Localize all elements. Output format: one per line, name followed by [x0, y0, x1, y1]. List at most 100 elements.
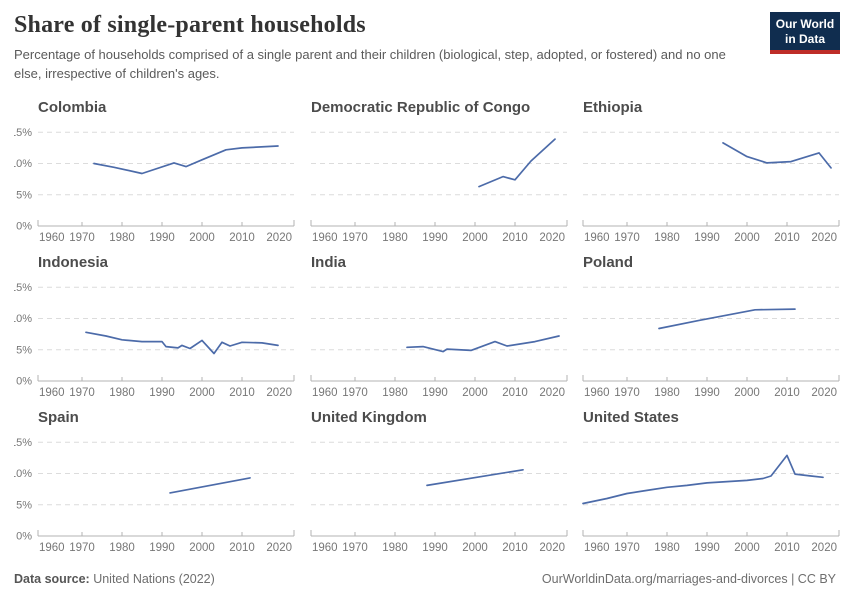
x-tick-label: 1990: [694, 387, 720, 399]
y-tick-label: 15%: [14, 281, 32, 293]
x-tick-label: 1990: [422, 387, 448, 399]
owid-logo-line2: in Data: [784, 31, 825, 46]
x-tick-label: 1970: [69, 542, 95, 554]
chart-cell: Spain 0% 5% 10% 15% 1960 1970 1980 1990 2000 2010 2…: [14, 408, 296, 555]
footer: Data source: United Nations (2022) OurWo…: [14, 572, 836, 586]
x-tick-label: 1980: [654, 387, 680, 399]
y-tick-label: 5%: [16, 499, 32, 511]
x-tick-label: 1960: [312, 542, 338, 554]
y-tick-label: 0%: [16, 375, 32, 387]
line-chart: 1960 1970 1980 1990 2000 2010 2020: [310, 441, 568, 554]
x-tick-label: 2010: [774, 542, 800, 554]
x-tick-label: 2000: [462, 232, 488, 244]
chart-title: Democratic Republic of Congo: [311, 98, 531, 116]
x-tick-label: 2000: [189, 232, 215, 244]
x-tick-label: 2010: [502, 542, 528, 554]
data-source-label: Data source:: [14, 572, 90, 586]
x-tick-label: 1970: [342, 387, 368, 399]
x-tick-label: 2020: [811, 232, 837, 244]
owid-logo-line1: Our World: [775, 17, 835, 31]
x-tick-label: 2010: [229, 387, 255, 399]
y-tick-label: 0%: [16, 220, 32, 232]
x-tick-label: 1990: [694, 542, 720, 554]
chart-title: Indonesia: [38, 253, 109, 271]
chart-title: India: [311, 253, 347, 271]
x-tick-label: 1970: [69, 387, 95, 399]
chart-subtitle: Percentage of households comprised of a …: [14, 47, 726, 81]
chart-cell: Democratic Republic of Congo 1960 1970 1980…: [310, 98, 568, 245]
x-tick-label: 1990: [149, 232, 175, 244]
data-line: [169, 476, 251, 494]
y-tick-label: 5%: [16, 344, 32, 356]
chart-cell: Ethiopia 1960 1970 1980 1990 2000 2010 2020: [582, 98, 840, 245]
y-tick-label: 10%: [14, 468, 32, 480]
data-line: [582, 454, 824, 505]
x-tick-label: 1960: [584, 387, 610, 399]
x-tick-label: 1990: [149, 542, 175, 554]
x-tick-label: 1980: [109, 232, 135, 244]
x-tick-label: 1980: [382, 232, 408, 244]
page-title: Share of single-parent households: [14, 12, 366, 38]
chart-title: Colombia: [38, 98, 107, 116]
chart-cell: Colombia 0% 5% 10% 15% 1960 1970 1980 1990 2000 20…: [14, 98, 296, 245]
x-tick-label: 1960: [584, 232, 610, 244]
x-tick-label: 2020: [811, 387, 837, 399]
x-tick-label: 2020: [266, 232, 292, 244]
x-tick-label: 1990: [422, 542, 448, 554]
owid-logo: Our World in Data: [770, 12, 840, 54]
credit-line: OurWorldinData.org/marriages-and-divorce…: [541, 572, 836, 586]
data-line: [478, 137, 556, 188]
y-tick-label: 10%: [14, 158, 32, 170]
chart-cell: United States 1960 1970 1980 1990 2000 2010 202…: [582, 408, 840, 555]
chart-cell: India 1960 1970 1980 1990 2000 2010 2020: [310, 253, 568, 400]
data-source: Data source: United Nations (2022): [14, 572, 215, 586]
x-tick-label: 1980: [109, 542, 135, 554]
y-tick-label: 0%: [16, 530, 32, 542]
line-chart: 1960 1970 1980 1990 2000 2010 2020: [582, 441, 840, 554]
x-tick-label: 1970: [342, 232, 368, 244]
x-tick-label: 1970: [614, 387, 640, 399]
line-chart: 1960 1970 1980 1990 2000 2010 2020: [310, 131, 568, 244]
header: Share of single-parent households Our Wo…: [0, 0, 850, 84]
x-tick-label: 2020: [539, 232, 565, 244]
x-tick-label: 1960: [39, 232, 65, 244]
x-tick-label: 2020: [266, 387, 292, 399]
chart-title: United Kingdom: [311, 408, 427, 426]
chart-title: Spain: [38, 408, 79, 426]
x-tick-label: 1960: [584, 542, 610, 554]
x-tick-label: 1960: [39, 387, 65, 399]
x-tick-label: 1990: [149, 387, 175, 399]
x-tick-label: 1980: [654, 542, 680, 554]
x-tick-label: 1980: [654, 232, 680, 244]
y-tick-label: 15%: [14, 126, 32, 138]
chart-cell: Poland 1960 1970 1980 1990 2000 2010 2020: [582, 253, 840, 400]
line-chart: 1960 1970 1980 1990 2000 2010 2020: [582, 286, 840, 399]
x-tick-label: 2020: [539, 387, 565, 399]
y-tick-label: 5%: [16, 189, 32, 201]
line-chart: 0% 5% 10% 15% 1960 1970 1980 1990 2000 2010 2020: [14, 436, 295, 554]
x-tick-label: 1990: [422, 232, 448, 244]
x-tick-label: 1960: [312, 387, 338, 399]
data-source-value: United Nations (2022): [89, 572, 215, 586]
x-tick-label: 1970: [614, 232, 640, 244]
x-tick-label: 2010: [774, 387, 800, 399]
y-tick-label: 15%: [14, 436, 32, 448]
x-tick-label: 2010: [774, 232, 800, 244]
x-tick-label: 2020: [266, 542, 292, 554]
data-line: [406, 334, 560, 353]
x-tick-label: 1980: [109, 387, 135, 399]
x-tick-label: 2010: [502, 232, 528, 244]
x-tick-label: 1960: [39, 542, 65, 554]
data-line: [658, 307, 796, 330]
x-tick-label: 1960: [312, 232, 338, 244]
x-tick-label: 2010: [229, 542, 255, 554]
chart-title: United States: [583, 408, 679, 426]
chart-title: Poland: [583, 253, 634, 271]
x-tick-label: 1970: [614, 542, 640, 554]
charts-grid: Colombia 0% 5% 10% 15% 1960 1970 1980 1990 2000 20…: [14, 98, 850, 555]
data-line: [85, 331, 279, 355]
x-tick-label: 2000: [734, 232, 760, 244]
x-tick-label: 1990: [694, 232, 720, 244]
x-tick-label: 2010: [229, 232, 255, 244]
x-tick-label: 2000: [734, 542, 760, 554]
